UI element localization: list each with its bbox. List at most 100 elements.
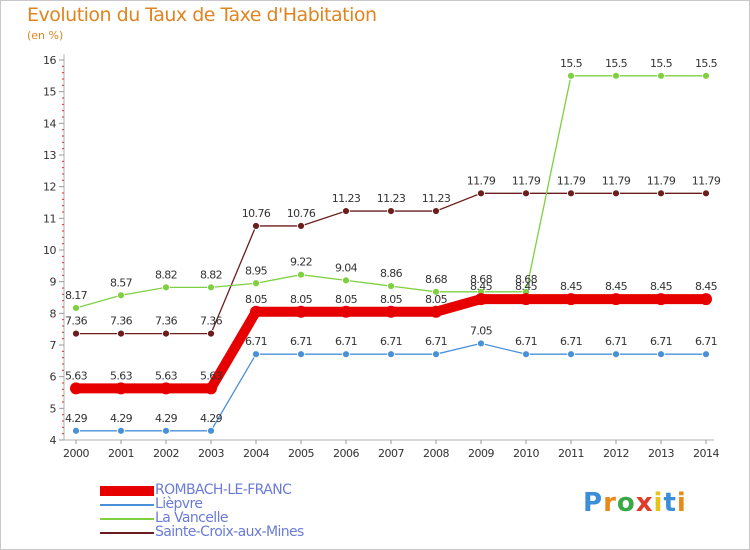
data-point [387, 207, 395, 215]
data-point [72, 304, 80, 312]
data-point [162, 426, 170, 435]
x-tick-label: 2009 [468, 447, 494, 460]
logo-letter: r [603, 488, 617, 518]
data-point [565, 293, 577, 306]
data-label: 8.05 [380, 293, 403, 306]
x-tick-label: 2004 [243, 447, 269, 460]
data-point [205, 382, 217, 395]
data-point [522, 350, 530, 359]
data-point [702, 350, 710, 359]
legend-label: Lièpvre [155, 496, 203, 512]
data-point [702, 189, 710, 198]
data-label: 6.71 [380, 335, 402, 348]
data-label: 11.79 [602, 174, 631, 187]
x-tick-label: 2002 [153, 447, 179, 460]
data-label: 10.76 [287, 207, 316, 220]
data-label: 11.79 [692, 174, 721, 187]
x-tick-label: 2012 [603, 447, 629, 460]
data-point [432, 207, 440, 215]
data-label: 8.05 [245, 293, 268, 306]
data-point [612, 71, 620, 80]
data-point [387, 282, 395, 291]
legend-label: Sainte-Croix-aux-Mines [155, 524, 304, 540]
logo-letter: P [583, 488, 604, 518]
y-tick-label: 5 [50, 402, 57, 415]
chart-title: Evolution du Taux de Taxe d'Habitation [27, 4, 377, 26]
data-label: 5.63 [200, 369, 223, 382]
logo-letter: i [653, 488, 664, 518]
data-point [432, 350, 440, 359]
legend-label: ROMBACH-LE-FRANC [155, 482, 292, 498]
logo-letter: x [635, 488, 654, 518]
legend-item: ROMBACH-LE-FRANC [100, 482, 380, 498]
data-point [117, 291, 125, 300]
data-label: 15.5 [560, 57, 583, 70]
data-point [160, 382, 172, 395]
x-tick-label: 2003 [198, 447, 224, 460]
data-label: 8.05 [425, 293, 448, 306]
x-tick-label: 2010 [513, 447, 539, 460]
data-label: 7.36 [200, 315, 223, 328]
data-label: 11.79 [557, 174, 586, 187]
data-label: 4.29 [110, 412, 133, 425]
x-tick-label: 2006 [333, 447, 359, 460]
y-tick-label: 13 [43, 149, 56, 162]
data-label: 8.57 [110, 276, 133, 289]
data-label: 8.17 [65, 289, 88, 302]
data-point [430, 305, 442, 318]
data-point [72, 426, 80, 435]
y-tick-label: 16 [43, 54, 56, 67]
data-label: 8.45 [650, 280, 673, 293]
data-label: 6.71 [695, 335, 717, 348]
data-point [207, 329, 215, 338]
data-label: 8.45 [515, 280, 538, 293]
data-label: 7.05 [470, 324, 493, 337]
data-point [475, 293, 487, 306]
data-label: 7.36 [110, 315, 133, 328]
data-point [477, 189, 485, 198]
data-label: 4.29 [155, 412, 178, 425]
data-point [567, 189, 575, 198]
data-label: 15.5 [695, 57, 718, 70]
data-label: 8.45 [560, 280, 583, 293]
y-tick-label: 6 [50, 371, 57, 384]
data-label: 7.36 [155, 315, 178, 328]
proxiti-logo: Proxiti [583, 488, 687, 518]
data-label: 8.86 [380, 267, 403, 280]
data-label: 6.71 [425, 335, 447, 348]
data-point [70, 382, 82, 395]
data-point [340, 305, 352, 318]
data-point [610, 293, 622, 306]
data-label: 8.82 [155, 268, 177, 281]
x-tick-label: 2011 [558, 447, 584, 460]
data-label: 15.5 [605, 57, 628, 70]
x-tick-label: 2005 [288, 447, 314, 460]
data-point [297, 222, 305, 230]
logo-letter: o [616, 488, 636, 518]
x-tick-label: 2001 [108, 447, 134, 460]
x-tick-label: 2014 [693, 447, 719, 460]
data-point [567, 71, 575, 80]
data-point [162, 283, 170, 292]
data-label: 8.45 [605, 280, 628, 293]
y-tick-label: 11 [43, 212, 56, 225]
data-point [252, 222, 260, 230]
data-point [117, 329, 125, 338]
data-label: 5.63 [155, 369, 178, 382]
legend-swatch [100, 486, 154, 496]
data-point [385, 305, 397, 318]
legend-label: La Vancelle [155, 510, 228, 526]
data-point [297, 270, 305, 279]
data-label: 8.45 [470, 280, 493, 293]
data-point [657, 71, 665, 80]
chart-legend: ROMBACH-LE-FRANC Lièpvre La Vancelle Sainte… [100, 482, 380, 540]
legend-item: Sainte-Croix-aux-Mines [100, 524, 380, 540]
data-label: 8.68 [425, 273, 448, 286]
data-label: 11.79 [512, 174, 541, 187]
data-point [612, 350, 620, 359]
data-label: 8.05 [290, 293, 313, 306]
x-tick-label: 2007 [378, 447, 404, 460]
data-point [387, 350, 395, 359]
